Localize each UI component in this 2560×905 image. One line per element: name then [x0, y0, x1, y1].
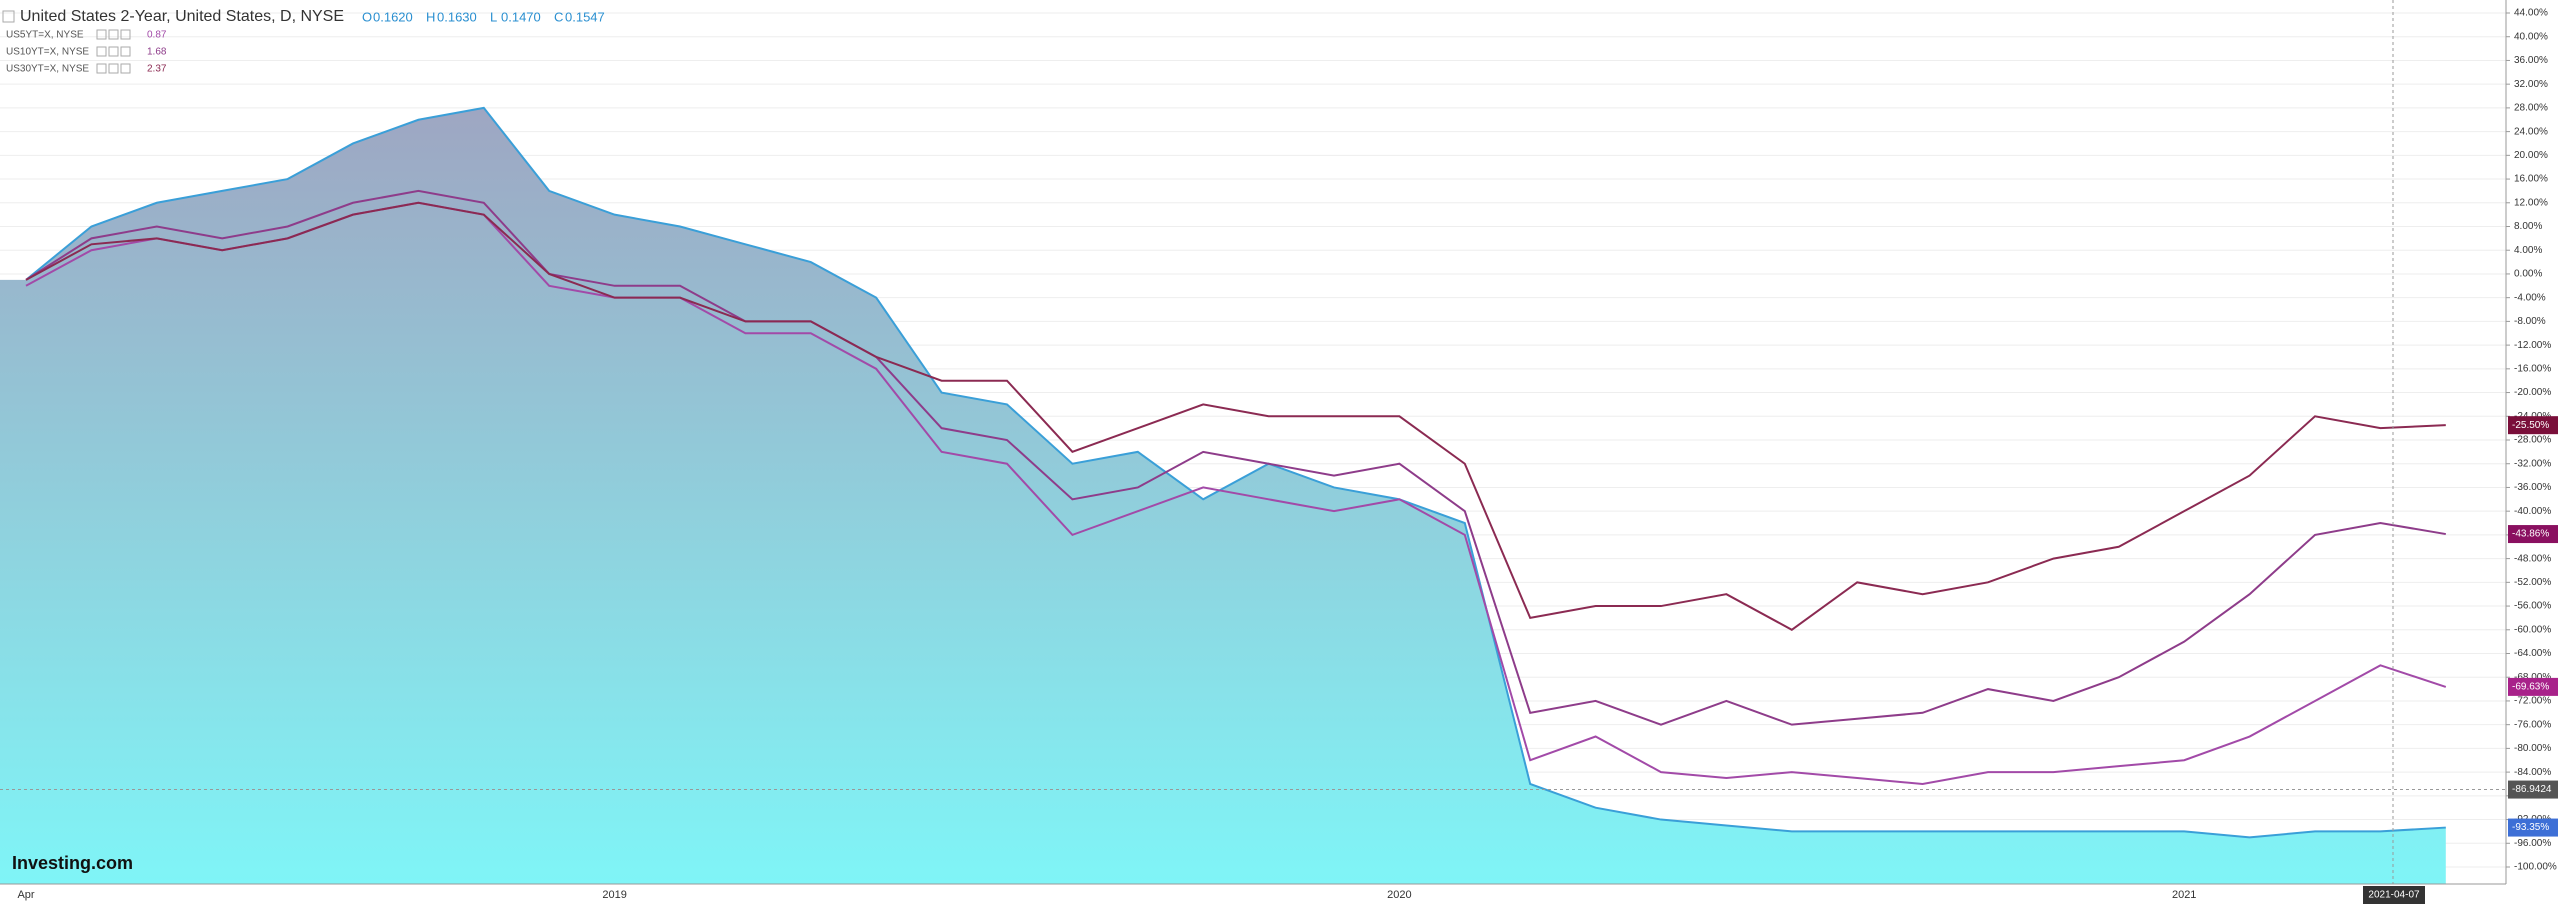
legend-icon: [108, 46, 119, 57]
plot: [0, 106, 2447, 884]
legend-icon: [120, 63, 131, 74]
ohlc-value: 0.1630: [437, 9, 477, 24]
axes: 44.00% 40.00% 36.00% 32.00% 28.00% 24.00% 20.0…: [0, 8, 2558, 904]
y-tick-label: -40.00%: [2514, 506, 2551, 517]
crosshair-date: 2021-04-07: [2368, 890, 2420, 901]
x-tick-label: 2020: [1387, 889, 1411, 901]
series-line: [25, 201, 2446, 631]
x-tick-label: 2019: [602, 889, 626, 901]
legend-value: 0.87: [147, 30, 167, 41]
y-tick-label: -96.00%: [2514, 838, 2551, 849]
legend-title: United States 2-Year, United States, D, …: [20, 8, 344, 25]
collapse-icon[interactable]: [2, 10, 15, 23]
y-tick-label: 28.00%: [2514, 103, 2548, 114]
ohlc-key: H: [426, 9, 435, 24]
crosshair-date-tag: [2363, 886, 2425, 904]
y-tick-label: 40.00%: [2514, 31, 2548, 42]
legend-name: US30YT=X, NYSE: [6, 64, 89, 75]
legend-icon: [96, 46, 107, 57]
area-fill: [0, 107, 2446, 884]
end-tag: [2508, 677, 2558, 696]
y-tick-label: -56.00%: [2514, 601, 2551, 612]
y-tick-label: 20.00%: [2514, 150, 2548, 161]
y-tick-label: 44.00%: [2514, 8, 2548, 19]
y-tick-label: -80.00%: [2514, 743, 2551, 754]
y-tick-label: -84.00%: [2514, 767, 2551, 778]
y-tick-label: 0.00%: [2514, 269, 2542, 280]
legend-icon: [108, 29, 119, 40]
crosshair-tag: [2508, 780, 2558, 799]
ohlc-value: 0.1547: [565, 9, 605, 24]
legend-value: 2.37: [147, 64, 167, 75]
y-tick-label: -60.00%: [2514, 624, 2551, 635]
ohlc-value: 0.1470: [501, 9, 541, 24]
y-tick-label: -32.00%: [2514, 458, 2551, 469]
end-tag: [2508, 525, 2558, 544]
brand-logo: Investing.com: [12, 853, 133, 873]
legend: United States 2-Year, United States, D, …: [2, 8, 605, 75]
y-tick-label: -64.00%: [2514, 648, 2551, 659]
end-tag: [2508, 818, 2558, 837]
y-tick-label: -28.00%: [2514, 435, 2551, 446]
ohlc-value: 0.1620: [373, 9, 413, 24]
end-tag-label: -43.86%: [2512, 529, 2549, 540]
y-tick-label: -68.00%: [2514, 672, 2551, 683]
y-tick-label: -72.00%: [2514, 696, 2551, 707]
y-tick-label: -12.00%: [2514, 340, 2551, 351]
crosshair-value: -86.9424: [2512, 784, 2552, 795]
y-tick-label: 12.00%: [2514, 197, 2548, 208]
y-tick-label: -48.00%: [2514, 553, 2551, 564]
y-tick-label: -36.00%: [2514, 482, 2551, 493]
y-tick-label: 16.00%: [2514, 174, 2548, 185]
ohlc-key: O: [362, 9, 372, 24]
legend-icon: [108, 63, 119, 74]
ohlc-key: L: [490, 9, 497, 24]
legend-value: 1.68: [147, 47, 167, 58]
legend-icon: [96, 63, 107, 74]
y-tick-label: 32.00%: [2514, 79, 2548, 90]
x-tick-label: Apr: [17, 889, 34, 901]
end-tag-label: -93.35%: [2512, 822, 2549, 833]
y-tick-label: -100.00%: [2514, 862, 2557, 873]
y-tick-label: -52.00%: [2514, 577, 2551, 588]
legend-icon: [96, 29, 107, 40]
y-tick-label: 24.00%: [2514, 126, 2548, 137]
y-tick-label: -76.00%: [2514, 719, 2551, 730]
series-line: [25, 189, 2446, 726]
legend-name: US5YT=X, NYSE: [6, 30, 84, 41]
y-tick-label: -20.00%: [2514, 387, 2551, 398]
y-tick-label: -8.00%: [2514, 316, 2546, 327]
y-tick-label: -16.00%: [2514, 363, 2551, 374]
y-tick-label: 8.00%: [2514, 221, 2542, 232]
ohlc-key: C: [554, 9, 563, 24]
y-tick-label: 36.00%: [2514, 55, 2548, 66]
area-line: [25, 106, 2446, 839]
y-tick-label: -4.00%: [2514, 292, 2546, 303]
end-tag-label: -25.50%: [2512, 420, 2549, 431]
x-tick-label: 2021: [2172, 889, 2196, 901]
end-tag-label: -69.63%: [2512, 682, 2549, 693]
legend-icon: [120, 29, 131, 40]
y-tick-label: 4.00%: [2514, 245, 2542, 256]
legend-name: US10YT=X, NYSE: [6, 47, 89, 58]
end-tag: [2508, 416, 2558, 435]
legend-icon: [120, 46, 131, 57]
